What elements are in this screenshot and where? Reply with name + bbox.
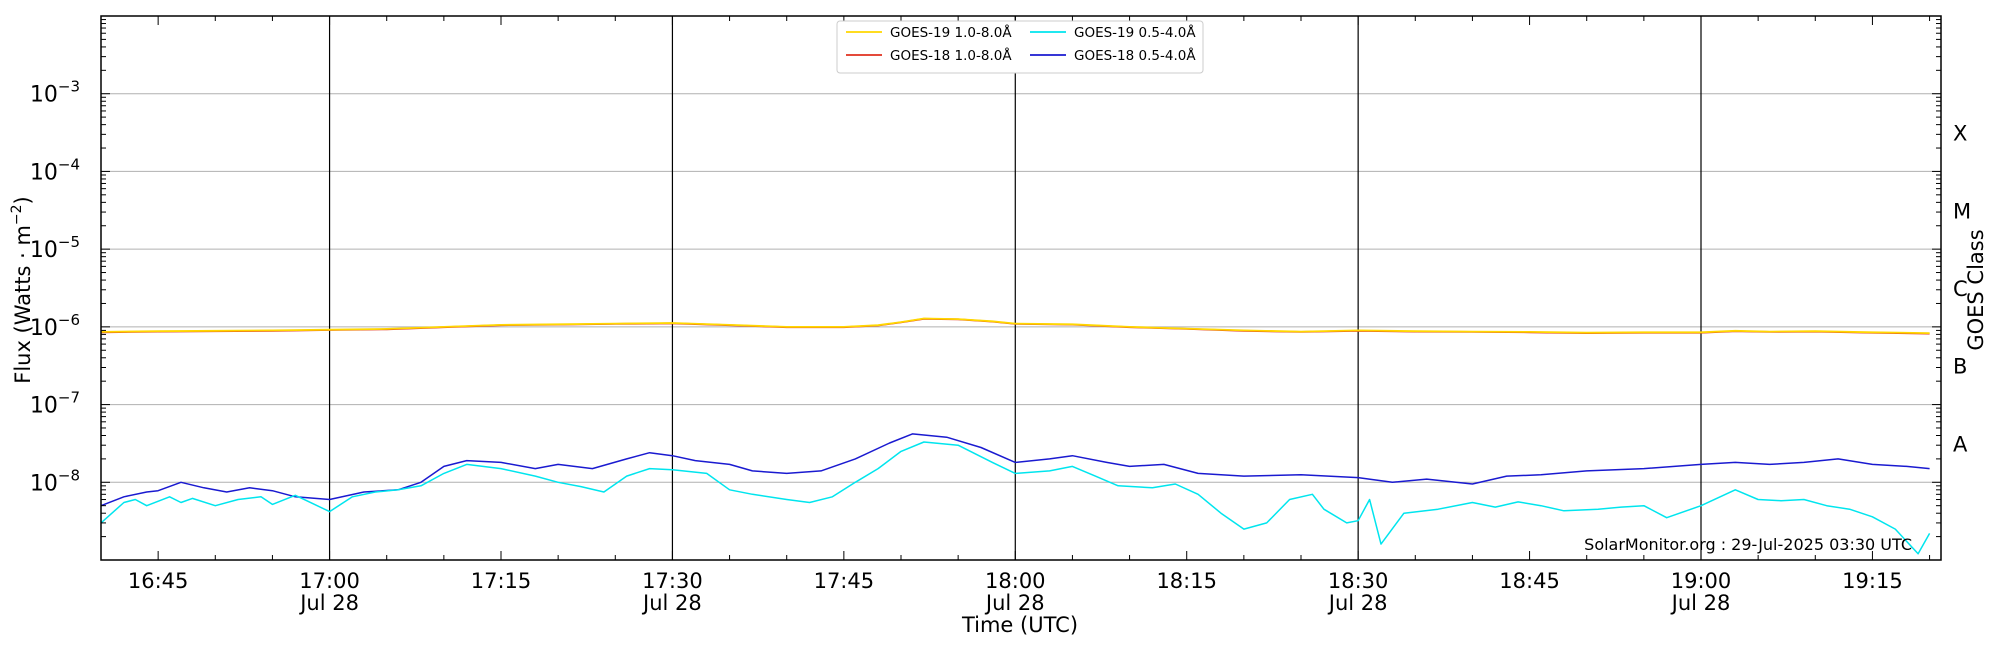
series-line [100, 441, 1931, 555]
x-tick-label: 19:00 [1671, 569, 1732, 593]
x-tick-date-label: Jul 28 [1327, 591, 1388, 615]
series-line [100, 317, 1930, 334]
y-tick-label-base: 10 [30, 83, 58, 108]
legend-label: GOES-19 0.5-4.0Å [1074, 24, 1196, 41]
x-tick-label: 16:45 [128, 569, 189, 593]
goes-class-label: X [1953, 122, 1967, 146]
goes-class-labels: X M C B A [1953, 122, 1971, 457]
legend-box [836, 20, 1204, 74]
x-tick-date-label: Jul 28 [298, 591, 359, 615]
y-tick-label: 10−6 [30, 311, 80, 341]
grid-layer [101, 93, 1941, 483]
y-tick-label-exponent: −4 [58, 155, 80, 173]
legend: GOES-19 1.0-8.0Å GOES-18 1.0-8.0Å GOES-19 … [836, 20, 1204, 74]
y-tick-label-exponent: −5 [58, 233, 80, 251]
tick-layer [100, 15, 1941, 561]
y-tick-label-exponent: −7 [58, 389, 80, 407]
legend-label: GOES-18 0.5-4.0Å [1074, 47, 1196, 64]
y-tick-label: 10−7 [30, 389, 80, 419]
x-tick-label: 18:30 [1328, 569, 1389, 593]
watermark-annotation: SolarMonitor.org : 29-Jul-2025 03:30 UTC [1584, 535, 1912, 554]
y-tick-label-exponent: −6 [58, 311, 80, 329]
x-axis-title: Time (UTC) [961, 613, 1078, 637]
x-tick-label: 19:15 [1842, 569, 1903, 593]
x-tick-label: 17:45 [814, 569, 875, 593]
y-tick-label-exponent: −8 [58, 466, 80, 484]
y-tick-label: 10−5 [30, 233, 80, 263]
y-tick-label-base: 10 [30, 238, 58, 263]
y-tick-label-base: 10 [30, 160, 58, 185]
legend-label: GOES-19 1.0-8.0Å [890, 24, 1012, 41]
plot-frame [100, 15, 1942, 561]
y-tick-label-base: 10 [30, 471, 58, 496]
y-axis-title-superscript: −2 [9, 204, 25, 225]
series-line [100, 433, 1930, 507]
y-tick-label: 10−4 [30, 155, 80, 185]
x-tick-label: 18:45 [1499, 569, 1560, 593]
x-tick-label: 17:15 [471, 569, 532, 593]
y-tick-label: 10−8 [30, 466, 80, 496]
x-tick-date-label: Jul 28 [1670, 591, 1731, 615]
y-tick-label: 10−3 [30, 78, 80, 108]
x-tick-label: 18:00 [985, 569, 1046, 593]
x-tick-label: 17:00 [299, 569, 360, 593]
x-tick-label: 18:15 [1156, 569, 1217, 593]
y2-axis-title: GOES Class [1964, 229, 1988, 350]
goes-class-label: B [1953, 355, 1967, 379]
x-tick-date-label: Jul 28 [984, 591, 1045, 615]
series-layer [100, 317, 1931, 555]
legend-label: GOES-18 1.0-8.0Å [890, 47, 1012, 64]
y-tick-label-base: 10 [30, 394, 58, 419]
y-tick-label-base: 10 [30, 316, 58, 341]
x-tick-date-label: Jul 28 [641, 591, 702, 615]
x-tick-label: 17:30 [642, 569, 703, 593]
goes-class-label: M [1953, 199, 1971, 223]
goes-class-label: C [1953, 277, 1968, 301]
y-tick-labels: 10−310−410−510−610−710−8 [30, 78, 80, 497]
goes-class-label: A [1953, 432, 1968, 456]
y-tick-label-exponent: −3 [58, 78, 80, 96]
y-axis-title: Flux (Watts · m−2) [9, 196, 35, 384]
